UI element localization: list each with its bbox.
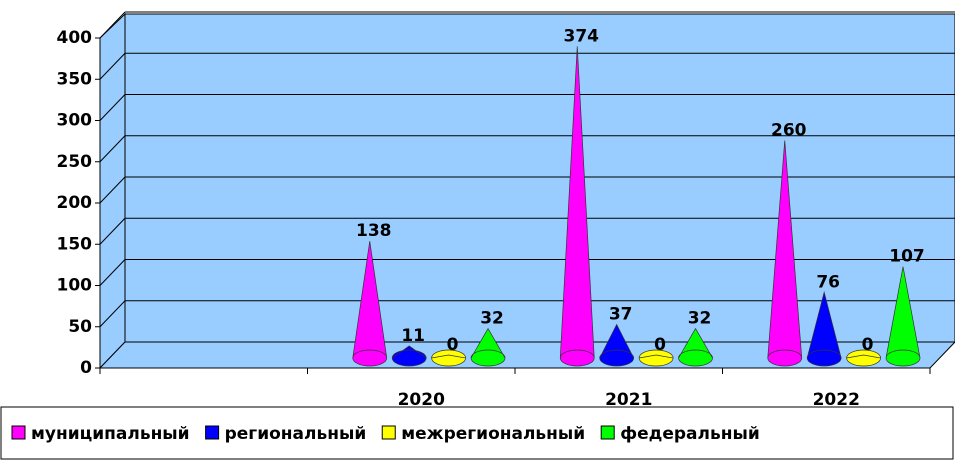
value-label: 32 bbox=[688, 309, 712, 329]
cone bbox=[846, 349, 881, 367]
y-tick-label: 250 bbox=[57, 152, 93, 172]
cone bbox=[391, 345, 427, 367]
value-label: 11 bbox=[401, 326, 425, 346]
legend-label: региональный bbox=[225, 424, 367, 444]
value-label: 37 bbox=[609, 304, 633, 324]
x-tick-label: 2021 bbox=[605, 390, 652, 410]
grid-line bbox=[99, 94, 126, 121]
legend-label: федеральный bbox=[620, 424, 760, 444]
legend-swatch bbox=[381, 425, 396, 440]
legend-swatch bbox=[11, 425, 26, 440]
value-label: 374 bbox=[564, 26, 600, 46]
grid-line bbox=[99, 300, 126, 328]
grid-line bbox=[99, 135, 126, 163]
y-tick-label: 200 bbox=[57, 193, 93, 213]
back-wall bbox=[124, 13, 955, 343]
cone bbox=[806, 290, 842, 367]
grid-line bbox=[99, 259, 126, 286]
legend-swatch bbox=[600, 425, 615, 440]
x-tick-label: 2022 bbox=[813, 390, 860, 410]
cone bbox=[559, 46, 595, 367]
cone bbox=[885, 266, 921, 367]
legend-swatch bbox=[205, 425, 220, 440]
grid-line bbox=[99, 217, 126, 245]
value-label: 138 bbox=[356, 221, 392, 241]
value-label: 32 bbox=[480, 309, 504, 329]
x-tick-label: 2020 bbox=[398, 390, 445, 410]
y-tick-label: 350 bbox=[57, 69, 93, 89]
cone bbox=[767, 140, 803, 367]
cone bbox=[431, 349, 466, 367]
legend-label: межрегиональный bbox=[401, 424, 585, 444]
cone bbox=[638, 349, 674, 367]
value-label: 76 bbox=[816, 272, 840, 292]
side-wall bbox=[99, 12, 126, 370]
grid-line bbox=[99, 176, 126, 204]
legend-label: муниципальный bbox=[31, 424, 190, 444]
y-tick-label: 150 bbox=[57, 234, 93, 254]
value-label: 0 bbox=[862, 335, 874, 355]
y-tick-label: 300 bbox=[57, 111, 93, 131]
cone bbox=[352, 241, 388, 367]
y-tick-label: 0 bbox=[80, 358, 92, 378]
cone bbox=[599, 323, 635, 367]
grid-line bbox=[99, 11, 126, 39]
legend-box bbox=[0, 406, 954, 460]
value-label: 0 bbox=[654, 335, 666, 355]
y-tick-label: 100 bbox=[57, 276, 93, 296]
cone bbox=[470, 327, 506, 367]
cone bbox=[678, 327, 713, 367]
y-tick-label: 50 bbox=[68, 317, 92, 337]
value-label: 260 bbox=[771, 121, 807, 141]
grid-line bbox=[99, 52, 126, 80]
value-label: 107 bbox=[889, 247, 925, 267]
value-label: 0 bbox=[447, 335, 459, 355]
y-tick-label: 400 bbox=[57, 28, 93, 48]
